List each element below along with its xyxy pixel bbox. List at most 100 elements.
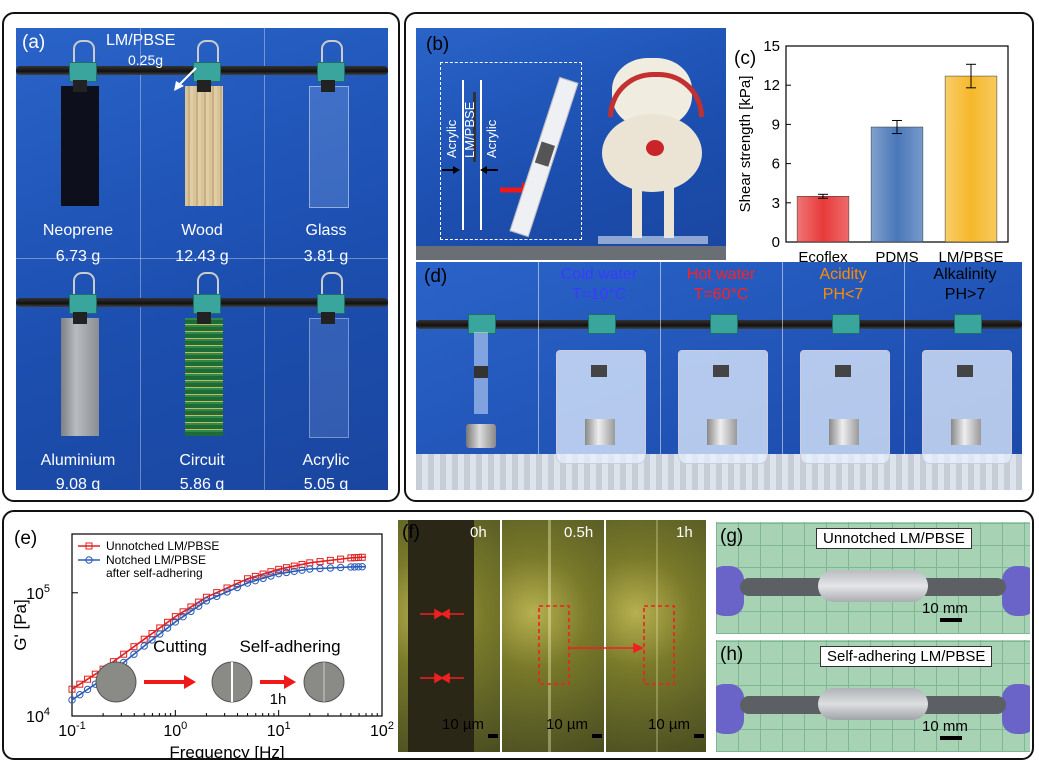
specimen-center xyxy=(818,570,928,602)
y-tick-label: 12 xyxy=(763,77,780,94)
sample-neoprene xyxy=(61,86,99,206)
scale-1h: 10 µm xyxy=(648,716,690,733)
marker-square xyxy=(244,575,252,583)
panel-label-e: (e) xyxy=(14,528,37,549)
marker-square xyxy=(275,565,283,573)
layer-line xyxy=(480,80,482,230)
y-tick-label: 105 xyxy=(26,583,50,603)
marker-circle xyxy=(267,572,275,580)
mass-acrylic: 5.05 g xyxy=(303,476,349,490)
annotation-arrow xyxy=(174,67,197,91)
clip-wire xyxy=(197,272,219,300)
mass-circuit: 5.86 g xyxy=(179,476,225,490)
condition-detail: PH>7 xyxy=(944,286,986,303)
marker-square xyxy=(267,568,275,576)
marker-square xyxy=(195,598,203,606)
marker-circle xyxy=(259,574,267,583)
marker-circle xyxy=(179,612,187,621)
marker-square xyxy=(337,555,345,563)
marker-circle xyxy=(156,630,164,638)
marker-square xyxy=(290,562,298,570)
toy-figure xyxy=(598,58,708,248)
panel-bcd-frame: Acrylic LM/PBSE Acrylic (b) (c) 0 3 6 9 12 15 S… xyxy=(404,12,1034,502)
marker-circle xyxy=(290,567,298,576)
condition-detail: PH<7 xyxy=(822,286,864,303)
x-tick-label: 102 xyxy=(370,720,394,740)
y-tick-label: 15 xyxy=(763,38,780,55)
marker-square xyxy=(140,635,148,643)
panel-c-chart: (c) 0 3 6 9 12 15 Shear strength [kPa] Ecoflex PD… xyxy=(734,38,1009,264)
panel-label-f: (f) xyxy=(402,522,420,543)
clip-wire xyxy=(73,272,95,300)
beaker-hot xyxy=(678,350,768,464)
marker-square xyxy=(282,564,290,572)
condition-detail: T=60°C xyxy=(693,286,749,303)
x-tick-label: PDMS xyxy=(875,249,918,264)
grid-divider xyxy=(264,28,265,490)
mass-wood: 12.43 g xyxy=(175,248,229,265)
disc-whole xyxy=(95,661,137,703)
marker-circle xyxy=(251,576,260,585)
binder-clip xyxy=(710,314,738,334)
binder-clip xyxy=(317,62,345,82)
sample-acrylic xyxy=(309,318,349,438)
y-axis-label: G' [Pa] xyxy=(11,599,30,650)
marker-circle xyxy=(354,563,363,571)
adhesive-patch xyxy=(474,366,488,378)
x-tick-label: Ecoflex xyxy=(798,249,848,264)
binder-clip xyxy=(193,294,221,314)
binder-clip xyxy=(468,314,496,334)
marker-circle xyxy=(233,583,241,592)
condition-title: Hot water xyxy=(686,266,756,283)
series-line xyxy=(71,565,367,701)
layer-line xyxy=(462,80,464,230)
sample-aluminium xyxy=(61,318,99,436)
mass-glass: 3.81 g xyxy=(303,248,349,265)
marker-circle xyxy=(316,564,324,573)
weight xyxy=(466,424,496,448)
clip-wire xyxy=(197,40,219,68)
label-cutting: Cutting xyxy=(153,637,207,656)
scale-h: 10 mm xyxy=(922,718,968,735)
annotation-mass: 0.25g xyxy=(128,52,164,68)
x-tick-label: LM/PBSE xyxy=(938,249,1003,264)
scale-bar xyxy=(940,618,962,622)
panel-label-b: (b) xyxy=(426,34,450,55)
legend-notched: Notched LM/PBSE after self-adhering xyxy=(106,553,206,580)
marker-circle xyxy=(274,569,283,578)
condition-detail: T=10°C xyxy=(571,286,627,303)
label-neoprene: Neoprene xyxy=(42,222,114,239)
bar-ecoflex xyxy=(796,196,850,243)
beaker-alkali xyxy=(922,350,1012,464)
mass-aluminium: 9.08 g xyxy=(55,476,101,490)
panel-d-photo: (d) Cold water T=10°C Hot water T=60°C Acidi… xyxy=(416,262,1022,490)
scale-05h: 10 µm xyxy=(546,716,588,733)
label-acrylic: Acrylic xyxy=(302,452,350,469)
marker-circle xyxy=(130,650,138,658)
scale-g: 10 mm xyxy=(922,600,968,617)
sample-glass xyxy=(309,86,349,208)
label-aluminium: Aluminium xyxy=(40,452,116,469)
marker-circle xyxy=(83,685,92,694)
glove-right xyxy=(1002,566,1030,616)
time-05h: 0.5h xyxy=(564,524,594,541)
grid-divider xyxy=(782,262,783,490)
time-0h: 0h xyxy=(470,524,487,541)
plot-frame xyxy=(71,533,383,717)
marker-square xyxy=(223,584,231,592)
legend-marker xyxy=(85,542,93,550)
sample-circuit xyxy=(185,318,223,436)
marker-circle xyxy=(347,563,355,571)
y-tick-label: 104 xyxy=(26,706,50,726)
condition-title: Alkalinity xyxy=(933,266,997,283)
marker-circle xyxy=(171,618,180,626)
bar-pdms xyxy=(870,126,924,243)
scale-bar xyxy=(940,736,962,740)
adhesive-patch xyxy=(321,312,335,324)
caption-h: Self-adhering LM/PBSE xyxy=(820,646,993,667)
grid-divider xyxy=(660,262,661,490)
micrograph-0h xyxy=(398,520,500,752)
y-tick-label: 6 xyxy=(772,156,780,173)
marker-square xyxy=(347,554,355,562)
marker-square xyxy=(326,556,334,564)
